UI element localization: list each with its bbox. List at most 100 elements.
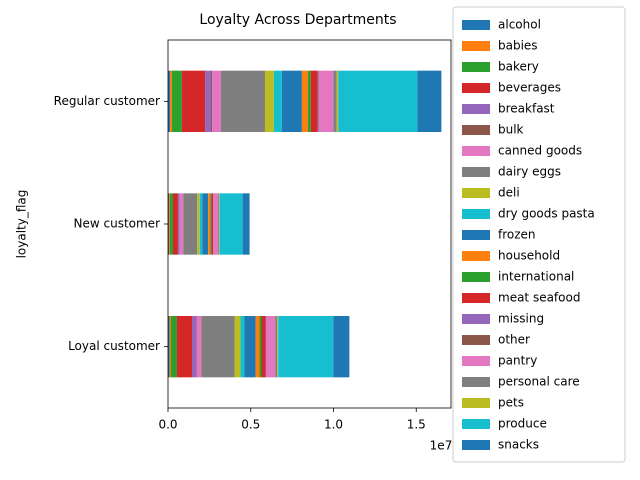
legend-label: pantry: [498, 354, 537, 368]
legend-label: bakery: [498, 60, 539, 74]
bar-segment: [199, 193, 203, 255]
bar-segment: [281, 70, 302, 132]
legend-swatch: [462, 20, 490, 30]
bar-segment: [338, 70, 418, 132]
legend-swatch: [462, 230, 490, 240]
legend-label: meat seafood: [498, 291, 580, 305]
bar-segment: [417, 70, 442, 132]
legend-swatch: [462, 104, 490, 114]
bar-segment: [168, 193, 169, 255]
bar-segment: [240, 316, 245, 378]
legend-swatch: [462, 188, 490, 198]
bar-segment: [310, 70, 318, 132]
x-tick-label: 1.5: [407, 418, 426, 432]
legend-swatch: [462, 167, 490, 177]
legend-label: household: [498, 249, 560, 263]
legend-box: [452, 6, 626, 463]
legend-label: snacks: [498, 438, 539, 452]
bar-segment: [181, 70, 206, 132]
legend-label: bulk: [498, 123, 524, 137]
bar-segment: [218, 193, 220, 255]
bar-segment: [301, 70, 308, 132]
bar-segment: [211, 193, 214, 255]
bar-segment: [333, 316, 350, 378]
bar-segment: [319, 70, 334, 132]
bar-segment: [234, 316, 241, 378]
bar-segment: [210, 193, 212, 255]
legend-swatch: [462, 356, 490, 366]
legend-swatch: [462, 62, 490, 72]
bar-segment: [197, 193, 200, 255]
chart-title: Loyalty Across Departments: [199, 12, 396, 28]
bar-segment: [244, 316, 256, 378]
x-tick-label: 1.0: [324, 418, 343, 432]
bar-segment: [278, 316, 334, 378]
legend-label: frozen: [498, 228, 536, 242]
bar-segment: [307, 70, 311, 132]
x-offset-label: 1e7: [430, 439, 453, 453]
bar-segment: [191, 316, 196, 378]
y-tick-label: Regular customer: [54, 94, 160, 108]
legend-swatch: [462, 251, 490, 261]
legend-label: missing: [498, 312, 544, 326]
bar-segment: [196, 316, 202, 378]
legend-label: alcohol: [498, 18, 541, 32]
bar-segment: [168, 316, 170, 378]
bar-segment: [169, 316, 171, 378]
legend-label: deli: [498, 186, 520, 200]
bar-segment: [176, 316, 192, 378]
bar-segment: [169, 193, 173, 255]
legend-label: babies: [498, 39, 538, 53]
bar-segment: [168, 70, 170, 132]
y-tick-label: New customer: [74, 217, 161, 231]
legend-label: beverages: [498, 81, 561, 95]
legend-swatch: [462, 272, 490, 282]
bar-segment: [205, 70, 212, 132]
bar-segment: [336, 70, 339, 132]
x-tick-label: 0.5: [241, 418, 260, 432]
bar-segment: [201, 316, 235, 378]
bar-segment: [266, 316, 276, 378]
bar-segment: [169, 70, 172, 132]
y-tick-label: Loyal customer: [68, 339, 160, 353]
legend-swatch: [462, 314, 490, 324]
legend-label: personal care: [498, 375, 580, 389]
bar-segment: [333, 70, 337, 132]
legend-label: other: [498, 333, 530, 347]
bar-segment: [212, 70, 221, 132]
bar-segment: [171, 70, 182, 132]
legend-label: breakfast: [498, 102, 555, 116]
bar-segment: [273, 70, 282, 132]
legend-label: canned goods: [498, 144, 582, 158]
legend-swatch: [462, 377, 490, 387]
bar-segment: [208, 193, 211, 255]
legend-label: pets: [498, 396, 524, 410]
bar-segment: [211, 70, 213, 132]
legend-swatch: [462, 125, 490, 135]
legend-label: produce: [498, 417, 547, 431]
bar-segment: [220, 70, 265, 132]
bar-segment: [183, 193, 198, 255]
legend-label: dry goods pasta: [498, 207, 595, 221]
bar-segment: [172, 193, 178, 255]
bar-segment: [168, 193, 170, 255]
bar-segment: [213, 193, 219, 255]
bar-segment: [219, 193, 243, 255]
legend-swatch: [462, 293, 490, 303]
legend-swatch: [462, 146, 490, 156]
legend-label: international: [498, 270, 574, 284]
bar-segment: [242, 193, 250, 255]
bar-segment: [259, 316, 262, 378]
bar-segment: [277, 316, 279, 378]
legend-swatch: [462, 398, 490, 408]
bar-segment: [317, 70, 319, 132]
legend-swatch: [462, 83, 490, 93]
bar-segment: [170, 316, 177, 378]
y-axis-label: loyalty_flag: [15, 190, 29, 259]
bar-segment: [255, 316, 260, 378]
bar-segment: [179, 193, 184, 255]
x-tick-label: 0.0: [158, 418, 177, 432]
legend-swatch: [462, 419, 490, 429]
legend-swatch: [462, 41, 490, 51]
